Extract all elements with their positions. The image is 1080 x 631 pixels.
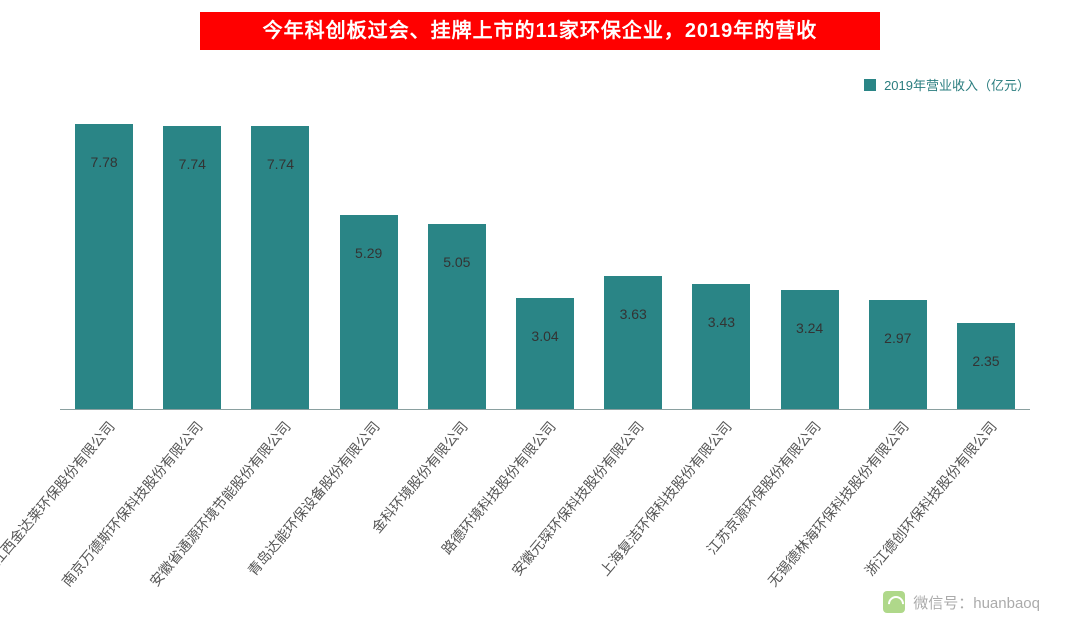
bar-slot: 5.05 [413,110,501,409]
bar-value: 7.74 [163,156,221,172]
bar-slot: 3.04 [501,110,589,409]
bar-value: 3.04 [516,328,574,344]
wechat-icon [883,591,905,613]
bar-value: 2.97 [869,330,927,346]
bar-value: 2.35 [957,353,1015,369]
bar-slot: 3.24 [766,110,854,409]
plot-area: 7.78 7.74 7.74 5.29 5.05 3.04 3.63 3.43 … [60,110,1030,410]
chart-title: 今年科创板过会、挂牌上市的11家环保企业，2019年的营收 [200,12,880,50]
x-label-slot: 浙江德创环保科技股份有限公司 [942,412,1030,612]
bar-value: 3.63 [604,306,662,322]
legend-label: 2019年营业收入（亿元） [884,75,1030,94]
legend-swatch [864,79,876,91]
bar-value: 7.78 [75,154,133,170]
bar-value: 7.74 [251,156,309,172]
bar-3: 5.29 [340,215,398,409]
bar-value: 3.43 [692,314,750,330]
bar-4: 5.05 [428,224,486,409]
bar-slot: 7.74 [148,110,236,409]
bar-slot: 3.63 [589,110,677,409]
x-axis-labels: 江西金达莱环保股份有限公司 南京万德斯环保科技股份有限公司 安徽省通源环境节能股… [60,412,1030,612]
bar-slot: 3.43 [677,110,765,409]
bar-slot: 7.74 [236,110,324,409]
bar-value: 5.29 [340,245,398,261]
bar-10: 2.35 [957,323,1015,409]
bar-slot: 7.78 [60,110,148,409]
bar-7: 3.43 [692,284,750,409]
legend: 2019年营业收入（亿元） [864,75,1030,94]
bar-8: 3.24 [781,290,839,409]
bar-slot: 5.29 [325,110,413,409]
bar-2: 7.74 [251,126,309,409]
bar-value: 3.24 [781,320,839,336]
chart-container: 今年科创板过会、挂牌上市的11家环保企业，2019年的营收 2019年营业收入（… [0,0,1080,631]
bar-1: 7.74 [163,126,221,409]
watermark-text: 微信号：huanbaoq [913,592,1040,613]
bar-9: 2.97 [869,300,927,409]
bar-6: 3.63 [604,276,662,409]
bar-slot: 2.35 [942,110,1030,409]
bars-group: 7.78 7.74 7.74 5.29 5.05 3.04 3.63 3.43 … [60,110,1030,409]
bar-slot: 2.97 [854,110,942,409]
bar-value: 5.05 [428,254,486,270]
bar-0: 7.78 [75,124,133,409]
watermark: 微信号：huanbaoq [883,591,1040,613]
bar-5: 3.04 [516,298,574,409]
